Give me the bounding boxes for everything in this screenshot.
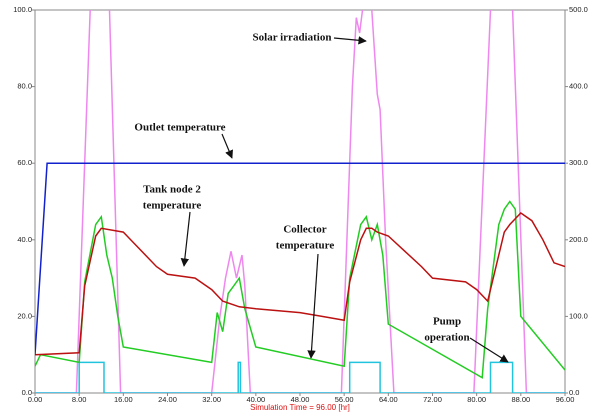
series-line <box>35 361 565 393</box>
annotation-arrow <box>221 133 233 159</box>
annotation-arrow <box>180 211 191 267</box>
y2-tick-label: 400.0 <box>569 82 588 91</box>
annotation-arrow <box>469 337 509 363</box>
x-tick-label: 72.00 <box>423 395 442 404</box>
x-tick-label: 0.00 <box>28 395 43 404</box>
y2-tick-label: 100.0 <box>569 311 588 320</box>
x-tick-label: 48.00 <box>291 395 310 404</box>
y2-tick-label: 0.0 <box>569 388 579 397</box>
x-tick-label: 88.00 <box>511 395 530 404</box>
series-line <box>35 10 565 393</box>
series-line <box>35 200 565 379</box>
annotation-arrow <box>307 253 319 359</box>
x-tick-label: 64.00 <box>379 395 398 404</box>
x-tick-label: 56.00 <box>335 395 354 404</box>
y2-tick-label: 300.0 <box>569 158 588 167</box>
y-tick-label: 0.0 <box>22 388 32 397</box>
annotation: Collector <box>283 224 326 236</box>
x-tick-label: 16.00 <box>114 395 133 404</box>
x-axis-label: Simulation Time = 96.00 [hr] <box>250 403 350 412</box>
annotation: temperature <box>276 240 335 252</box>
series-line <box>35 162 565 355</box>
x-tick-label: 40.00 <box>246 395 265 404</box>
y-tick-label: 20.0 <box>17 311 32 320</box>
annotation: operation <box>424 332 469 344</box>
x-tick-label: 24.00 <box>158 395 177 404</box>
annotation-arrow <box>333 36 367 45</box>
y2-tick-label: 200.0 <box>569 235 588 244</box>
series-line <box>35 212 565 356</box>
x-tick-label: 80.00 <box>467 395 486 404</box>
annotation: Pump <box>433 316 461 328</box>
x-tick-label: 96.00 <box>556 395 575 404</box>
x-tick-label: 8.00 <box>72 395 87 404</box>
annotation: Solar irradiation <box>253 32 332 44</box>
plot-lines <box>35 10 565 393</box>
annotation: Tank node 2 <box>143 184 201 196</box>
y-tick-label: 100.0 <box>13 5 32 14</box>
y-tick-label: 40.0 <box>17 235 32 244</box>
x-tick-label: 32.00 <box>202 395 221 404</box>
y2-tick-label: 500.0 <box>569 5 588 14</box>
annotation: Outlet temperature <box>134 122 225 134</box>
y-tick-label: 60.0 <box>17 158 32 167</box>
y-tick-label: 80.0 <box>17 82 32 91</box>
annotation: temperature <box>143 200 202 212</box>
